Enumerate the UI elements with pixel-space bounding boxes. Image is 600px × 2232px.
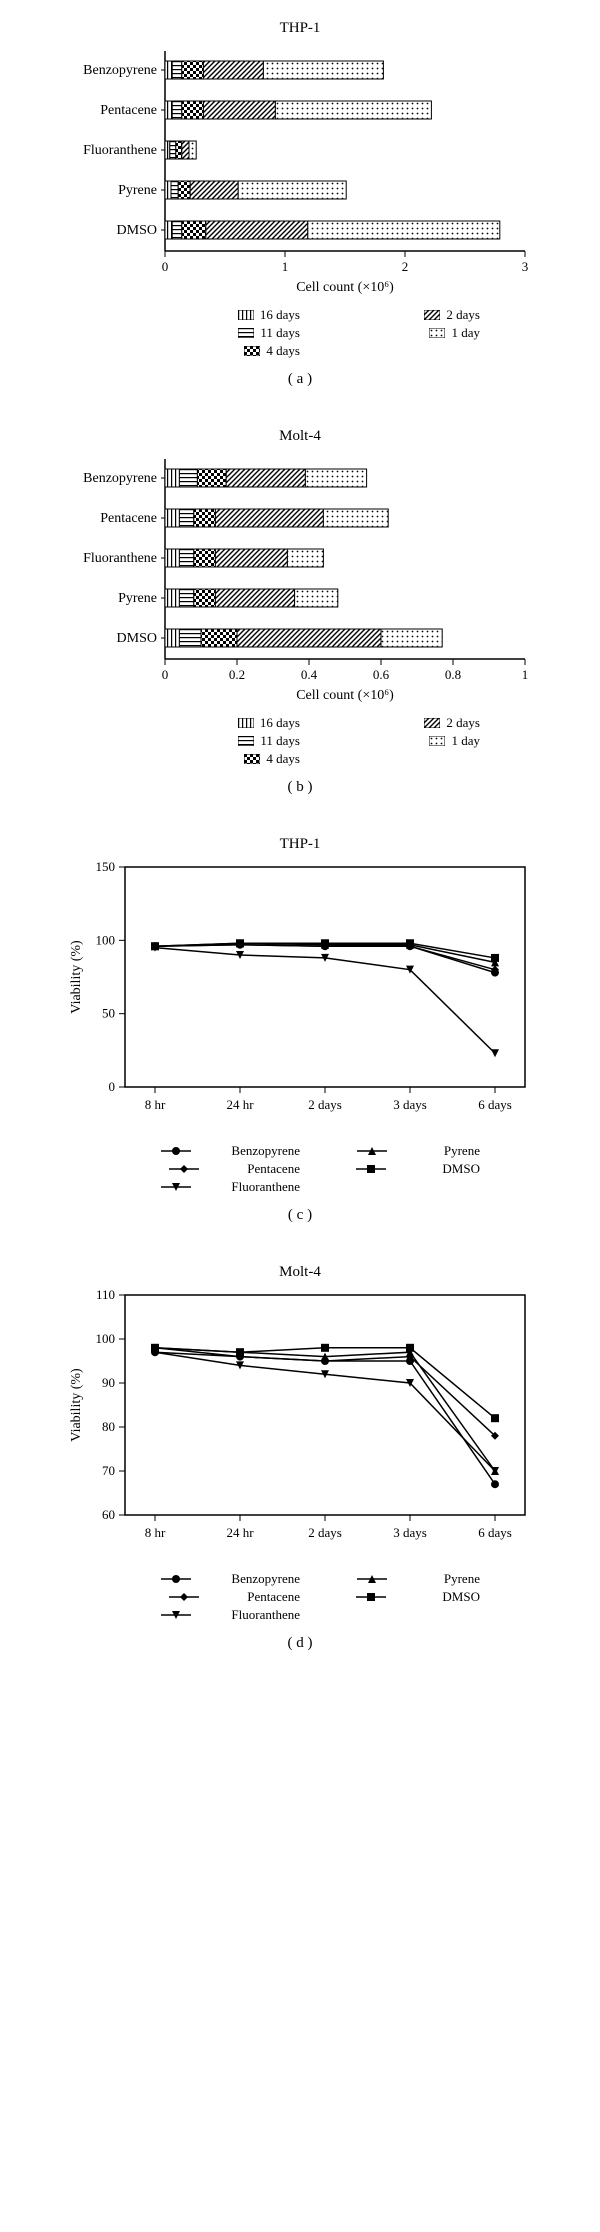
panel-b-caption: ( b ): [30, 779, 570, 796]
svg-text:2 days: 2 days: [308, 1097, 342, 1112]
svg-text:3: 3: [522, 259, 529, 274]
panel-d-caption: ( d ): [30, 1635, 570, 1652]
svg-text:3 days: 3 days: [393, 1097, 427, 1112]
svg-text:1: 1: [522, 667, 529, 682]
legend-item: 2 days: [300, 307, 480, 323]
svg-text:Benzopyrene: Benzopyrene: [83, 471, 157, 486]
panel-b-title: Molt-4: [30, 428, 570, 445]
legend-item: Pyrene: [300, 1143, 480, 1159]
svg-text:80: 80: [102, 1419, 115, 1434]
legend-item: Pentacene: [120, 1589, 300, 1605]
legend-item: 11 days: [120, 325, 300, 341]
svg-text:0: 0: [162, 259, 169, 274]
panel-b-legend: 16 days2 days11 days1 day4 days: [120, 715, 570, 769]
panel-c-chart: 0 50 100 150 8 hr 24 hr 2 days 3 days 6 days Viab…: [30, 857, 570, 1137]
panel-d-title: Molt-4: [30, 1264, 570, 1281]
panel-a-chart: 0 1 2 3 Cell count (×10⁶) Benzopyrene Pentacen…: [30, 41, 570, 301]
svg-text:0: 0: [162, 667, 169, 682]
legend-item: 16 days: [120, 307, 300, 323]
legend-item: 1 day: [300, 733, 480, 749]
legend-item: 16 days: [120, 715, 300, 731]
svg-text:110: 110: [96, 1287, 115, 1302]
svg-text:8 hr: 8 hr: [145, 1525, 166, 1540]
panel-d: Molt-4 60 70 80 90 100 110 8 hr 24 hr 2 days 3 da…: [30, 1264, 570, 1652]
svg-text:100: 100: [96, 1331, 116, 1346]
svg-text:0.2: 0.2: [229, 667, 245, 682]
svg-text:Cell count (×10⁶): Cell count (×10⁶): [296, 688, 394, 703]
svg-text:100: 100: [96, 932, 116, 947]
panel-c-title: THP-1: [30, 836, 570, 853]
legend-item: Fluoranthene: [120, 1607, 300, 1623]
legend-item: DMSO: [300, 1589, 480, 1605]
panel-b: Molt-4 0 0.2 0.4 0.6 0.8 1 Cell count (×10⁶) Be…: [30, 428, 570, 796]
svg-text:60: 60: [102, 1507, 115, 1522]
legend-item: Fluoranthene: [120, 1179, 300, 1195]
legend-item: Benzopyrene: [120, 1143, 300, 1159]
svg-text:Fluoranthene: Fluoranthene: [83, 143, 157, 158]
panel-c-caption: ( c ): [30, 1207, 570, 1224]
svg-text:Fluoranthene: Fluoranthene: [83, 551, 157, 566]
svg-text:Pyrene: Pyrene: [118, 183, 157, 198]
svg-text:70: 70: [102, 1463, 115, 1478]
legend-item: 4 days: [120, 343, 300, 359]
svg-text:0.6: 0.6: [373, 667, 390, 682]
svg-text:0.8: 0.8: [445, 667, 461, 682]
svg-text:2: 2: [402, 259, 409, 274]
svg-text:Cell count (×10⁶): Cell count (×10⁶): [296, 280, 394, 295]
svg-text:1: 1: [282, 259, 289, 274]
svg-text:150: 150: [96, 859, 116, 874]
panel-d-legend: BenzopyrenePyrenePentaceneDMSOFluoranthe…: [120, 1571, 570, 1625]
panel-c-legend: BenzopyrenePyrenePentaceneDMSOFluoranthe…: [120, 1143, 570, 1197]
svg-text:Pentacene: Pentacene: [100, 511, 157, 526]
svg-text:Viability (%): Viability (%): [69, 940, 84, 1014]
panel-c: THP-1 0 50 100 150 8 hr 24 hr 2 days 3 days 6 da…: [30, 836, 570, 1224]
svg-text:Viability (%): Viability (%): [69, 1368, 84, 1442]
svg-text:6 days: 6 days: [478, 1525, 512, 1540]
svg-text:Pentacene: Pentacene: [100, 103, 157, 118]
svg-text:Pyrene: Pyrene: [118, 591, 157, 606]
legend-item: Pentacene: [120, 1161, 300, 1177]
svg-text:2 days: 2 days: [308, 1525, 342, 1540]
svg-text:24 hr: 24 hr: [226, 1097, 254, 1112]
legend-item: 2 days: [300, 715, 480, 731]
legend-item: Pyrene: [300, 1571, 480, 1587]
svg-text:0: 0: [109, 1079, 116, 1094]
legend-item: Benzopyrene: [120, 1571, 300, 1587]
panel-a: THP-1 0 1 2 3 Cell count (×10⁶) Benzopyrene Pe…: [30, 20, 570, 388]
panel-a-legend: 16 days2 days11 days1 day4 days: [120, 307, 570, 361]
panel-d-chart: 60 70 80 90 100 110 8 hr 24 hr 2 days 3 days 6 day…: [30, 1285, 570, 1565]
legend-item: 11 days: [120, 733, 300, 749]
svg-text:0.4: 0.4: [301, 667, 318, 682]
svg-text:Benzopyrene: Benzopyrene: [83, 63, 157, 78]
svg-text:24 hr: 24 hr: [226, 1525, 254, 1540]
svg-text:DMSO: DMSO: [117, 223, 157, 238]
svg-text:DMSO: DMSO: [117, 631, 157, 646]
legend-item: 1 day: [300, 325, 480, 341]
legend-item: DMSO: [300, 1161, 480, 1177]
svg-text:90: 90: [102, 1375, 115, 1390]
svg-text:6 days: 6 days: [478, 1097, 512, 1112]
svg-text:50: 50: [102, 1006, 115, 1021]
svg-text:3 days: 3 days: [393, 1525, 427, 1540]
panel-b-chart: 0 0.2 0.4 0.6 0.8 1 Cell count (×10⁶) Benzopyre…: [30, 449, 570, 709]
legend-item: 4 days: [120, 751, 300, 767]
panel-a-caption: ( a ): [30, 371, 570, 388]
svg-text:8 hr: 8 hr: [145, 1097, 166, 1112]
panel-a-title: THP-1: [30, 20, 570, 37]
